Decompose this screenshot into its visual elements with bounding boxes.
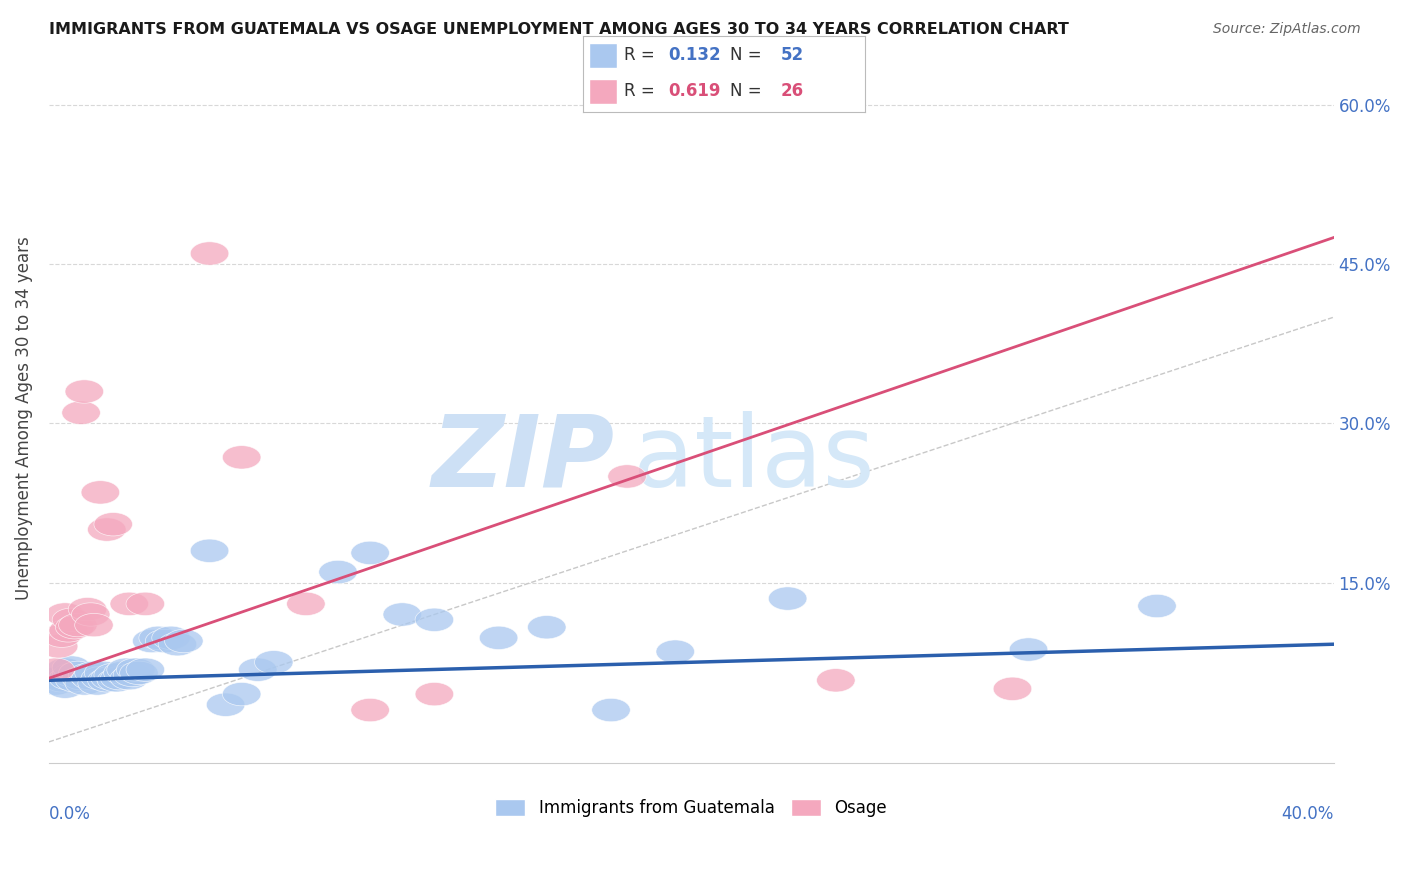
- Text: 0.132: 0.132: [668, 46, 720, 64]
- Ellipse shape: [190, 242, 229, 265]
- Ellipse shape: [817, 669, 855, 692]
- Ellipse shape: [1010, 638, 1047, 661]
- Ellipse shape: [127, 658, 165, 681]
- Text: 52: 52: [780, 46, 803, 64]
- Ellipse shape: [94, 513, 132, 536]
- Ellipse shape: [82, 666, 120, 690]
- Text: 0.619: 0.619: [668, 82, 720, 101]
- Ellipse shape: [415, 682, 454, 706]
- Text: 26: 26: [780, 82, 803, 101]
- Ellipse shape: [239, 658, 277, 681]
- Ellipse shape: [37, 672, 75, 695]
- Ellipse shape: [110, 666, 149, 690]
- Ellipse shape: [769, 587, 807, 610]
- Ellipse shape: [139, 626, 177, 649]
- Text: N =: N =: [730, 46, 761, 64]
- Ellipse shape: [49, 619, 87, 642]
- Ellipse shape: [49, 666, 87, 690]
- Ellipse shape: [222, 446, 262, 469]
- Ellipse shape: [55, 615, 94, 639]
- Ellipse shape: [152, 626, 190, 649]
- Text: Source: ZipAtlas.com: Source: ZipAtlas.com: [1213, 22, 1361, 37]
- Ellipse shape: [287, 592, 325, 615]
- Bar: [589, 43, 617, 68]
- Ellipse shape: [94, 664, 132, 687]
- Ellipse shape: [42, 624, 82, 648]
- Ellipse shape: [55, 669, 94, 692]
- Text: IMMIGRANTS FROM GUATEMALA VS OSAGE UNEMPLOYMENT AMONG AGES 30 TO 34 YEARS CORREL: IMMIGRANTS FROM GUATEMALA VS OSAGE UNEMP…: [49, 22, 1069, 37]
- Ellipse shape: [132, 630, 172, 653]
- Ellipse shape: [114, 664, 152, 687]
- Ellipse shape: [46, 675, 84, 698]
- Bar: [589, 78, 617, 104]
- Ellipse shape: [352, 541, 389, 565]
- Y-axis label: Unemployment Among Ages 30 to 34 years: Unemployment Among Ages 30 to 34 years: [15, 236, 32, 600]
- Ellipse shape: [120, 661, 157, 684]
- Ellipse shape: [157, 632, 197, 656]
- Ellipse shape: [527, 615, 567, 639]
- Ellipse shape: [1137, 594, 1177, 617]
- Ellipse shape: [352, 698, 389, 722]
- Ellipse shape: [69, 664, 107, 687]
- Ellipse shape: [62, 401, 100, 425]
- Ellipse shape: [75, 661, 114, 684]
- Ellipse shape: [100, 666, 139, 690]
- Ellipse shape: [110, 592, 149, 615]
- Ellipse shape: [46, 658, 84, 681]
- Ellipse shape: [65, 672, 104, 695]
- Ellipse shape: [72, 666, 110, 690]
- Ellipse shape: [382, 603, 422, 626]
- Text: 40.0%: 40.0%: [1281, 805, 1334, 822]
- Text: ZIP: ZIP: [432, 411, 614, 508]
- Ellipse shape: [127, 592, 165, 615]
- Ellipse shape: [91, 666, 129, 690]
- Ellipse shape: [37, 658, 75, 681]
- Text: atlas: atlas: [634, 411, 875, 508]
- Text: R =: R =: [624, 46, 661, 64]
- Ellipse shape: [190, 539, 229, 563]
- Ellipse shape: [165, 630, 202, 653]
- Ellipse shape: [117, 658, 155, 681]
- Ellipse shape: [222, 682, 262, 706]
- Ellipse shape: [59, 661, 97, 684]
- Text: N =: N =: [730, 82, 761, 101]
- Ellipse shape: [145, 630, 184, 653]
- Ellipse shape: [52, 664, 91, 687]
- Text: 0.0%: 0.0%: [49, 805, 91, 822]
- Ellipse shape: [657, 640, 695, 664]
- Ellipse shape: [479, 626, 517, 649]
- Legend: Immigrants from Guatemala, Osage: Immigrants from Guatemala, Osage: [489, 792, 894, 824]
- Ellipse shape: [84, 661, 122, 684]
- Ellipse shape: [104, 661, 142, 684]
- Ellipse shape: [52, 656, 91, 679]
- Ellipse shape: [97, 669, 136, 692]
- Ellipse shape: [319, 560, 357, 583]
- Ellipse shape: [75, 614, 114, 637]
- Ellipse shape: [59, 614, 97, 637]
- Ellipse shape: [46, 603, 84, 626]
- Ellipse shape: [69, 598, 107, 621]
- Ellipse shape: [72, 603, 110, 626]
- Ellipse shape: [39, 666, 77, 690]
- Ellipse shape: [62, 666, 100, 690]
- Ellipse shape: [39, 634, 77, 658]
- Ellipse shape: [65, 380, 104, 403]
- Ellipse shape: [592, 698, 630, 722]
- Ellipse shape: [77, 672, 117, 695]
- Text: R =: R =: [624, 82, 661, 101]
- Ellipse shape: [87, 518, 127, 541]
- Ellipse shape: [207, 693, 245, 716]
- Ellipse shape: [42, 669, 82, 692]
- Ellipse shape: [52, 608, 91, 632]
- Ellipse shape: [607, 465, 647, 488]
- Ellipse shape: [107, 658, 145, 681]
- Ellipse shape: [87, 669, 127, 692]
- Ellipse shape: [82, 481, 120, 504]
- Ellipse shape: [415, 608, 454, 632]
- Ellipse shape: [254, 650, 292, 674]
- Ellipse shape: [993, 677, 1032, 700]
